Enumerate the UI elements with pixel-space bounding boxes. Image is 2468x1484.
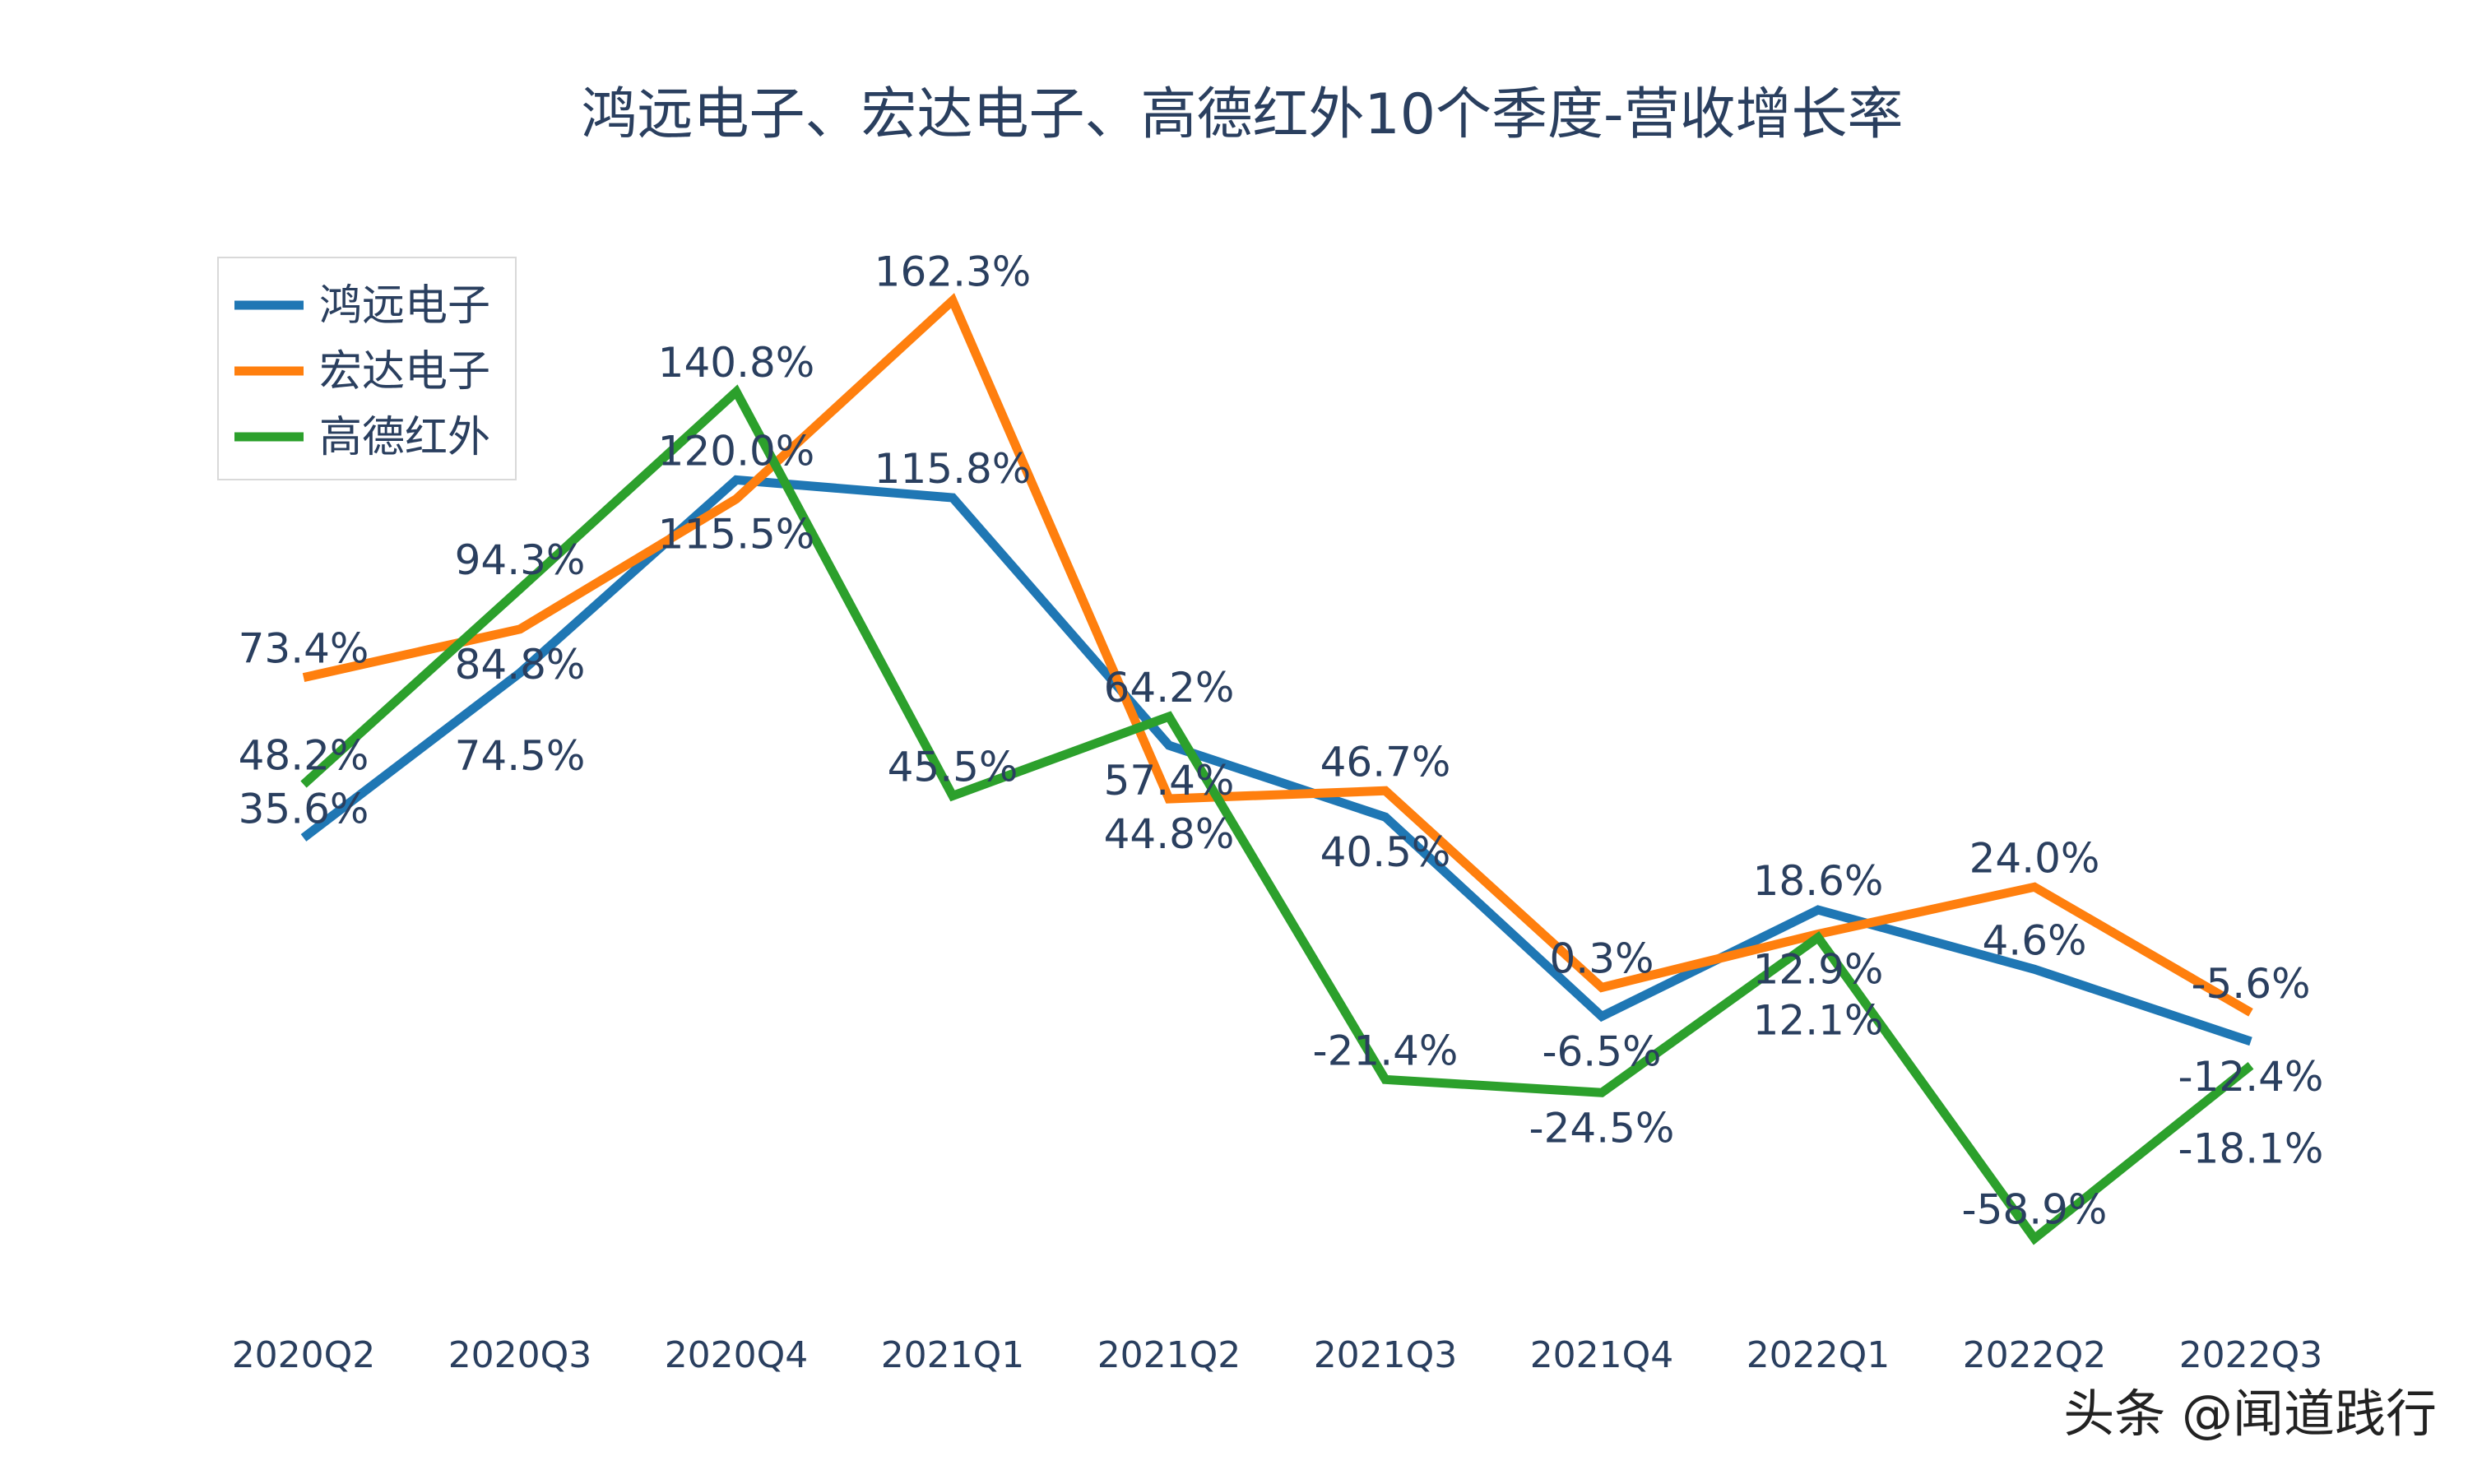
x-tick-label: 2021Q4: [1530, 1334, 1674, 1376]
data-label: -18.1%: [2178, 1125, 2324, 1172]
legend-label: 鸿远电子: [319, 281, 490, 331]
data-label: 57.4%: [1104, 757, 1235, 805]
x-tick-label: 2021Q3: [1314, 1334, 1458, 1376]
data-label: 45.5%: [888, 743, 1018, 791]
data-label: 18.6%: [1753, 857, 1884, 905]
data-label: 64.2%: [1104, 664, 1235, 712]
data-label: 12.9%: [1753, 946, 1884, 994]
data-label: -21.4%: [1313, 1027, 1459, 1074]
legend-label: 宏达电子: [319, 347, 490, 397]
data-label: 162.3%: [874, 248, 1032, 295]
data-label: 115.8%: [874, 445, 1032, 493]
series-lines: [300, 293, 2254, 1245]
x-tick-label: 2022Q3: [2179, 1334, 2323, 1376]
data-label: 4.6%: [1982, 916, 2086, 964]
x-axis-ticks: 2020Q2 2020Q3 2020Q4 2021Q1 2021Q2 2021Q3 2021…: [232, 1334, 2323, 1376]
data-label: 24.0%: [1969, 834, 2100, 882]
data-label: -6.5%: [1542, 1028, 1661, 1076]
data-label: 84.8%: [455, 641, 586, 689]
data-label: 120.0%: [658, 427, 815, 475]
data-label: 48.2%: [239, 732, 369, 780]
data-label: 40.5%: [1320, 828, 1451, 876]
data-label: 46.7%: [1320, 738, 1451, 786]
data-label: 12.1%: [1753, 997, 1884, 1045]
chart-title: 鸿远电子、宏达电子、高德红外10个季度-营收增长率: [581, 82, 1903, 147]
data-label: 73.4%: [239, 625, 369, 673]
data-label: 115.5%: [658, 511, 815, 559]
series-line-1: [300, 475, 2252, 1046]
x-tick-label: 2020Q3: [448, 1334, 592, 1376]
data-label: 44.8%: [1104, 810, 1235, 858]
data-label: 94.3%: [455, 536, 586, 584]
data-label: 0.3%: [1549, 934, 1654, 982]
data-label: -12.4%: [2178, 1053, 2324, 1101]
data-label: -5.6%: [2191, 960, 2310, 1008]
legend-label: 高德红外: [319, 413, 490, 462]
x-tick-label: 2020Q4: [665, 1334, 809, 1376]
series-line-2: [302, 293, 2253, 1017]
x-tick-label: 2022Q1: [1747, 1334, 1890, 1376]
data-label: 140.8%: [658, 339, 815, 387]
x-tick-label: 2020Q2: [232, 1334, 376, 1376]
data-labels: 73.4% 48.2% 35.6% 94.3% 84.8% 74.5% 140.8% 120.…: [239, 248, 2324, 1233]
x-tick-label: 2021Q1: [881, 1334, 1025, 1376]
data-label: 74.5%: [455, 732, 586, 780]
x-tick-label: 2021Q2: [1097, 1334, 1241, 1376]
data-label: -24.5%: [1529, 1104, 1675, 1152]
watermark: 头条 @闻道践行: [2063, 1384, 2437, 1444]
series-line-3: [300, 384, 2254, 1245]
x-tick-label: 2022Q2: [1963, 1334, 2107, 1376]
data-label: -58.9%: [1962, 1186, 2108, 1234]
data-label: 35.6%: [239, 785, 369, 832]
